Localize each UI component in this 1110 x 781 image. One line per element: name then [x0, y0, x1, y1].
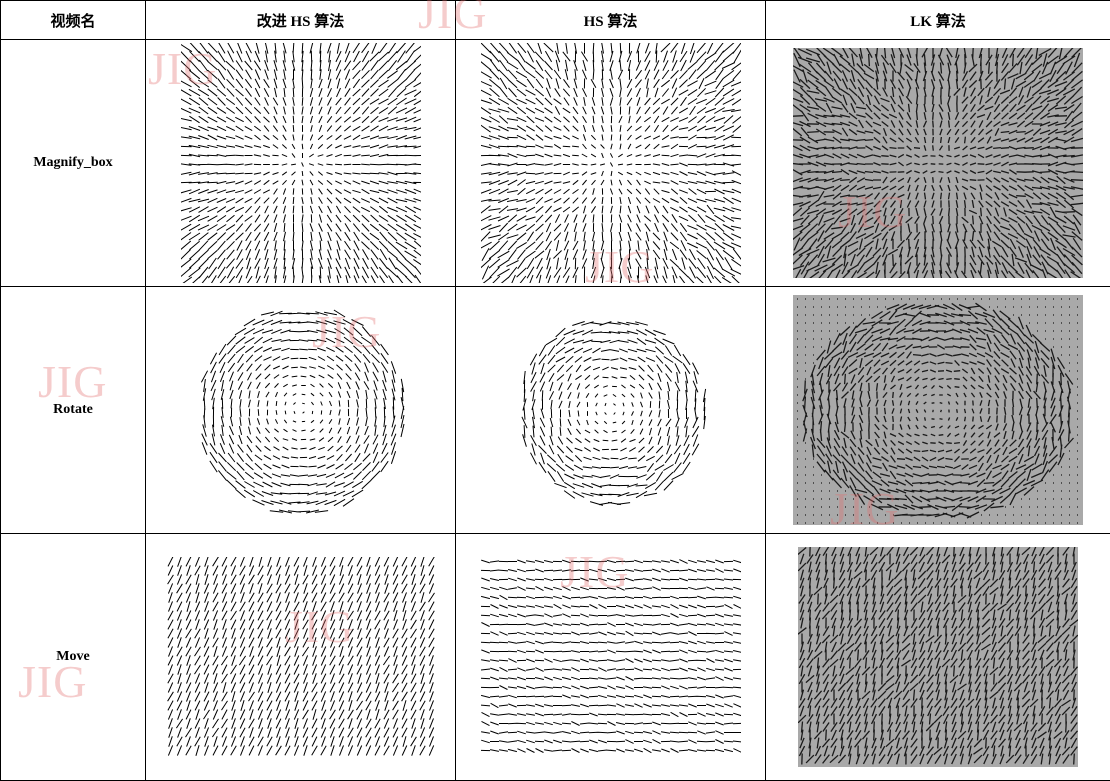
cell — [456, 40, 766, 287]
results-table: 视频名 改进 HS 算法 HS 算法 LK 算法 Magnify_box Rot… — [0, 0, 1110, 781]
flow-image — [166, 557, 436, 757]
video-name: Rotate — [1, 287, 146, 534]
row: Rotate — [1, 287, 1110, 534]
page: 视频名 改进 HS 算法 HS 算法 LK 算法 Magnify_box Rot… — [0, 0, 1110, 779]
cell — [456, 287, 766, 534]
flow-image — [793, 295, 1083, 525]
flow-vectors — [201, 310, 404, 513]
flow-image — [481, 43, 741, 283]
cell — [146, 40, 456, 287]
header-row: 视频名 改进 HS 算法 HS 算法 LK 算法 — [1, 1, 1110, 40]
flow-vectors — [181, 43, 421, 283]
flow-image — [798, 547, 1078, 767]
row: Magnify_box — [1, 40, 1110, 287]
cell — [766, 287, 1110, 534]
flow-image — [181, 43, 421, 283]
flow-image — [481, 557, 741, 757]
flow-vectors — [481, 560, 741, 753]
video-name: Magnify_box — [1, 40, 146, 287]
cell — [146, 534, 456, 781]
flow-vectors — [521, 322, 705, 506]
flow-image — [793, 48, 1083, 278]
header-cell: 视频名 — [1, 1, 146, 40]
flow-image — [191, 300, 411, 520]
cell — [146, 287, 456, 534]
row: Move — [1, 534, 1110, 781]
flow-vectors — [481, 43, 741, 283]
cell — [766, 534, 1110, 781]
header-cell: 改进 HS 算法 — [146, 1, 456, 40]
video-name: Move — [1, 534, 146, 781]
flow-image — [511, 310, 711, 510]
flow-vectors — [167, 557, 434, 756]
cell — [456, 534, 766, 781]
header-cell: HS 算法 — [456, 1, 766, 40]
header-cell: LK 算法 — [766, 1, 1110, 40]
cell — [766, 40, 1110, 287]
